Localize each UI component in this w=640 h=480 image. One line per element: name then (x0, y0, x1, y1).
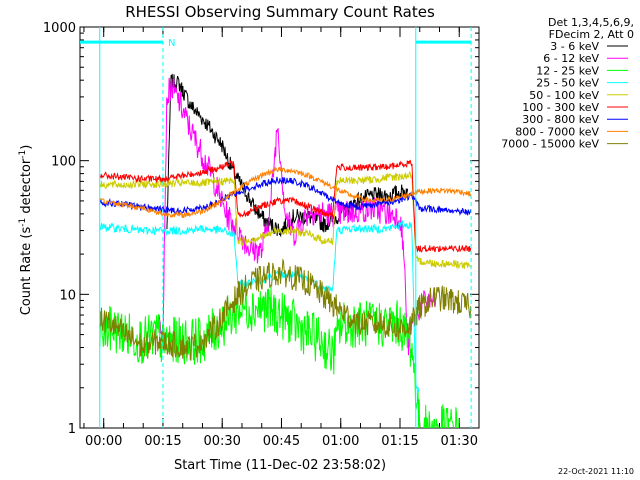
series-line-3 (99, 219, 420, 393)
series-line-2 (99, 285, 460, 428)
legend-label: 100 - 300 keV (522, 101, 599, 114)
y-axis-ticks: 1 10 100 1000 (43, 21, 479, 437)
x-tick-label: 00:45 (263, 434, 300, 449)
y-tick-label: 10 (59, 288, 76, 303)
legend: Det 1,3,4,5,6,9, FDecim 2, Att 0 3 - 6 k… (501, 16, 634, 151)
legend-header-line-1: Det 1,3,4,5,6,9, (548, 16, 634, 29)
x-tick-label: 00:30 (203, 434, 240, 449)
legend-label: 25 - 50 keV (536, 77, 599, 90)
legend-header-line-2: FDecim 2, Att 0 (549, 28, 634, 41)
x-axis-label: Start Time (11-Dec-02 23:58:02) (174, 458, 386, 473)
plot-frame (79, 26, 480, 429)
legend-label: 50 - 100 keV (529, 89, 599, 102)
y-tick-label: 1 (68, 422, 76, 437)
x-axis-ticks: 00:00 00:15 00:30 00:45 01:00 01:15 01:30 (83, 27, 480, 449)
footer-timestamp: 22-Oct-2021 11:10 (558, 467, 634, 476)
legend-label: 7000 - 15000 keV (501, 138, 599, 151)
series-line-7 (99, 166, 472, 219)
x-tick-label: 00:15 (144, 434, 181, 449)
x-tick-label: 01:00 (322, 434, 359, 449)
series-layer (99, 73, 472, 428)
legend-label: 12 - 25 keV (536, 64, 599, 77)
x-tick-label: 00:00 (85, 434, 122, 449)
x-tick-label: 01:15 (381, 434, 418, 449)
series-line-8 (99, 258, 472, 361)
legend-label: 3 - 6 keV (550, 40, 599, 53)
chart-title: RHESSI Observing Summary Count Rates (125, 3, 435, 21)
mode-flag-label: N (168, 38, 175, 49)
series-line-1 (158, 77, 436, 356)
y-tick-label: 100 (51, 155, 76, 170)
x-tick-label: 01:30 (441, 434, 478, 449)
annotation-layer: N (80, 27, 472, 428)
y-axis-label: Count Rate (s-1 detector-1) (18, 145, 34, 316)
series-line-6 (99, 176, 472, 216)
legend-label: 800 - 7000 keV (515, 125, 599, 138)
legend-label: 300 - 800 keV (522, 113, 599, 126)
series-line-5 (99, 159, 472, 253)
legend-label: 6 - 12 keV (543, 52, 599, 65)
y-tick-label: 1000 (43, 21, 76, 36)
